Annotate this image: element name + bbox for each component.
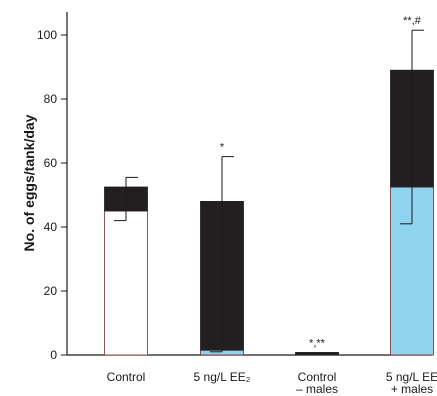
y-tick-label: 40 xyxy=(44,220,58,234)
y-tick-label: 0 xyxy=(50,348,57,362)
x-category-label: 5 ng/L EE₂ xyxy=(194,370,251,384)
x-category-label: – males xyxy=(296,382,338,396)
x-category-label: Control xyxy=(298,370,337,384)
bar-upper-segment xyxy=(295,352,339,356)
y-tick-label: 60 xyxy=(44,156,58,170)
significance-annotation: **,# xyxy=(403,15,422,27)
x-category-label: 5 ng/L EE xyxy=(386,370,437,384)
plot-area: 0 20 40 60 80 100 Control * 5 ng/L EE₂ *,** Contro… xyxy=(37,12,437,396)
y-tick-label: 100 xyxy=(37,28,57,42)
y-tick-label: 20 xyxy=(44,284,58,298)
x-category-label: + males xyxy=(391,382,433,396)
bar-lower-segment xyxy=(104,210,148,356)
significance-annotation: * xyxy=(220,142,225,154)
x-category-label: Control xyxy=(107,370,146,384)
y-tick-label: 80 xyxy=(44,92,58,106)
significance-annotation: *,** xyxy=(309,337,326,349)
y-axis-label: No. of eggs/tank/day xyxy=(21,114,37,251)
